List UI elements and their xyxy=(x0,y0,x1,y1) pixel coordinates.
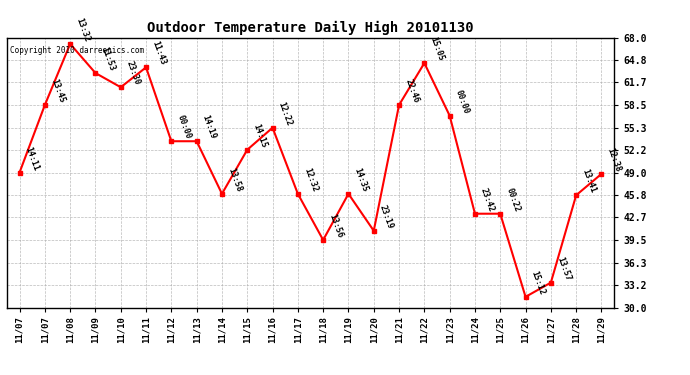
Text: 12:38: 12:38 xyxy=(606,147,622,173)
Text: 11:53: 11:53 xyxy=(99,46,117,72)
Text: 23:42: 23:42 xyxy=(479,186,496,213)
Text: 13:32: 13:32 xyxy=(75,16,91,43)
Text: 12:32: 12:32 xyxy=(302,166,319,193)
Text: 14:19: 14:19 xyxy=(201,114,218,141)
Text: 23:30: 23:30 xyxy=(125,60,142,87)
Text: Copyright 2010 darreonics.com: Copyright 2010 darreonics.com xyxy=(10,46,144,55)
Text: 22:46: 22:46 xyxy=(403,78,420,104)
Text: 00:00: 00:00 xyxy=(175,114,193,141)
Text: 12:22: 12:22 xyxy=(277,100,294,127)
Text: 14:35: 14:35 xyxy=(353,166,370,193)
Text: 23:19: 23:19 xyxy=(378,203,395,230)
Text: 13:56: 13:56 xyxy=(327,213,344,239)
Text: 00:22: 00:22 xyxy=(504,186,522,213)
Text: 13:58: 13:58 xyxy=(226,166,243,193)
Title: Outdoor Temperature Daily High 20101130: Outdoor Temperature Daily High 20101130 xyxy=(147,21,474,35)
Text: 13:41: 13:41 xyxy=(580,168,598,195)
Text: 14:15: 14:15 xyxy=(251,122,268,149)
Text: 15:05: 15:05 xyxy=(428,36,446,62)
Text: 00:00: 00:00 xyxy=(454,88,471,115)
Text: 11:43: 11:43 xyxy=(150,40,167,67)
Text: 13:57: 13:57 xyxy=(555,255,572,282)
Text: 13:45: 13:45 xyxy=(49,78,66,104)
Text: 15:12: 15:12 xyxy=(530,270,546,296)
Text: 14:11: 14:11 xyxy=(23,145,41,172)
